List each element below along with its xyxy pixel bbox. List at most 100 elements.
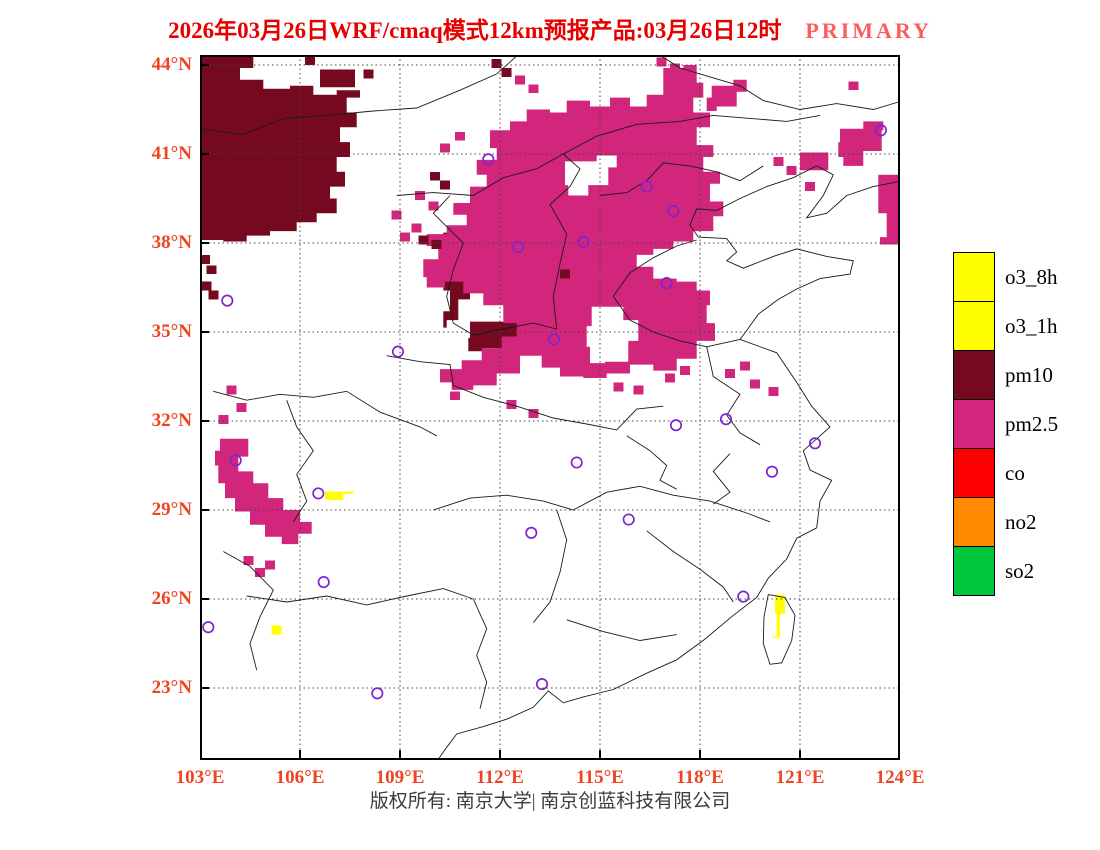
map-cell: [415, 191, 425, 200]
legend-item-pm10: pm10: [953, 350, 1058, 400]
city-marker: [317, 576, 330, 589]
map-markers: [202, 124, 888, 700]
region-pm25-sichuan: [215, 438, 312, 545]
map-cell: [265, 560, 275, 570]
boundary-sichuan-east: [286, 400, 314, 523]
title-primary-tag: PRIMARY: [805, 18, 932, 43]
map-cell: [440, 180, 450, 190]
map-cell: [725, 369, 735, 378]
map-cell: [411, 223, 422, 233]
map-cell: [200, 254, 210, 264]
boundary-northeast-border: [658, 55, 900, 110]
map-cell: [750, 379, 760, 389]
boundary-hubei-anhui: [626, 435, 677, 490]
map-cell: [515, 75, 525, 85]
map-cell: [363, 69, 374, 79]
map-cell: [236, 403, 247, 413]
boundary-inner-mongolia-south: [396, 114, 821, 196]
map-cell: [201, 281, 212, 291]
boundary-north-border: [200, 55, 519, 136]
city-marker: [547, 333, 561, 346]
legend-label: o3_1h: [1005, 313, 1058, 338]
lat-tick-label: 26°N: [151, 588, 192, 609]
lat-tick-label: 38°N: [151, 232, 192, 253]
map-cell: [528, 84, 539, 94]
boundary-guangxi-east: [472, 598, 488, 709]
map-cell: [255, 567, 265, 577]
map-cell: [243, 556, 254, 565]
boundary-fujian-inland: [646, 530, 734, 603]
map-cell: [391, 210, 402, 220]
title-text: 2026年03月26日WRF/cmaq模式12km预报产品:03月26日12时: [168, 18, 782, 43]
boundary-guizhou-guangxi: [246, 588, 474, 606]
map-cell: [400, 232, 410, 242]
city-marker: [660, 277, 673, 290]
map-cell: [740, 361, 750, 371]
map-cell: [431, 240, 442, 249]
city-marker: [737, 590, 750, 603]
region-pm10-south-patch: [468, 321, 519, 352]
boundary-yunnan-east: [223, 551, 274, 671]
legend-item-so2: so2: [953, 546, 1058, 596]
city-marker: [371, 687, 384, 700]
forecast-map: [200, 55, 900, 760]
map-cell: [848, 81, 859, 91]
map-cell: [670, 63, 680, 73]
boundary-great-wall-hebei: [599, 162, 764, 196]
region-pm25-northeast-patch: [706, 79, 747, 111]
city-marker: [667, 204, 680, 218]
map-cell: [491, 59, 502, 68]
city-marker: [535, 678, 549, 691]
region-pm10-north-patch: [320, 69, 355, 88]
boundary-zhejiang-inland: [712, 453, 731, 505]
region-pm25-main: [423, 65, 724, 390]
region-pm25-east-strip: [878, 174, 899, 245]
copyright-footer: 版权所有: 南京大学| 南京创蓝科技有限公司: [369, 791, 731, 812]
city-marker: [221, 294, 234, 307]
legend-swatch-no2: [953, 497, 995, 547]
page-title: 2026年03月26日WRF/cmaq模式12km预报产品:03月26日12时 …: [0, 11, 1100, 45]
legend-item-co: co: [953, 448, 1058, 498]
map-cell: [768, 386, 779, 396]
city-marker: [512, 240, 525, 253]
legend-label: o3_8h: [1005, 264, 1058, 289]
legend-swatch-pm2.5: [953, 399, 995, 449]
city-marker: [640, 180, 653, 193]
legend-item-o3_8h: o3_8h: [953, 252, 1058, 302]
map-cell: [440, 143, 450, 153]
city-marker: [577, 235, 590, 248]
lat-tick-label: 29°N: [151, 499, 192, 520]
city-marker: [765, 465, 779, 478]
city-marker: [312, 487, 325, 500]
legend-label: pm10: [1005, 362, 1053, 387]
legend-swatch-so2: [953, 546, 995, 596]
map-boundaries: [200, 55, 900, 760]
region-o3-taiwan-streak: [773, 594, 785, 638]
region-o3-southwest-streak: [325, 491, 354, 501]
map-cell: [656, 57, 667, 67]
region-pm10-northwest: [200, 55, 360, 243]
boundary-shaanxi-henan: [386, 355, 454, 386]
map-hole-hole-north: [565, 155, 617, 196]
boundary-shandong-south: [612, 296, 741, 348]
map-cell: [226, 385, 237, 395]
city-marker: [229, 454, 242, 467]
map-cell: [773, 157, 784, 166]
lat-tick-label: 23°N: [151, 677, 192, 698]
boundary-anhui-jiangsu: [706, 346, 761, 446]
boundary-hunan-jiangxi: [532, 509, 568, 623]
map-cell: [805, 182, 815, 192]
legend-item-no2: no2: [953, 497, 1058, 547]
boundary-sichuan-north: [213, 390, 437, 437]
city-marker: [525, 526, 538, 539]
legend-label: co: [1005, 460, 1025, 485]
map-cell: [680, 366, 690, 375]
boundary-hebei-shandong: [612, 239, 697, 297]
boundary-yellow-river-shanxi: [432, 195, 557, 336]
map-cell: [208, 290, 219, 300]
boundary-henan-hubei: [453, 384, 664, 431]
map-cell: [455, 131, 465, 141]
city-marker: [669, 419, 683, 432]
legend-item-pm2.5: pm2.5: [953, 399, 1058, 449]
